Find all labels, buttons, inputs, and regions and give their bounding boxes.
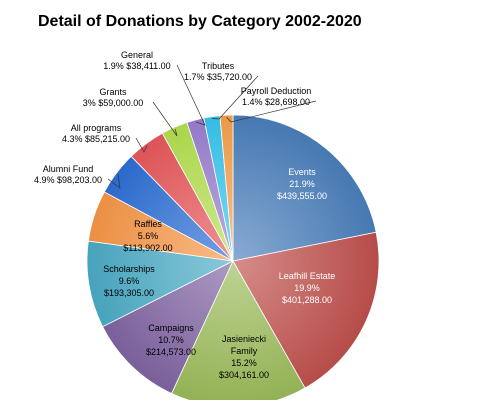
pie-slice-jasieniecki-family [171,260,306,405]
data-label-leafhill-estate-value: $401,288.00 [282,295,332,305]
pie-slice-scholarships [86,240,235,328]
data-label-payroll-deduction-name: Payroll Deduction [241,86,312,96]
data-label-grants-percent-value: 3% $59,000.00 [83,98,144,108]
leader-line-tributes [212,75,259,120]
chart-title: Detail of Donations by Category 2002-202… [38,13,362,30]
data-label-scholarships-value: $193,305.00 [104,288,154,298]
leader-lines [107,64,317,189]
leader-line-general [176,64,206,126]
data-label-alumni-fund-name: Alumni Fund [43,164,94,174]
pie-slices [86,114,380,405]
data-label-scholarships-percent: 9.6% [119,276,140,286]
data-label-campaigns-name: Campaigns [148,323,194,333]
data-label-tributes-percent-value: 1.7% $35,720.00 [184,72,252,82]
data-label-tributes-name: Tributes [202,61,235,71]
data-label-alumni-fund-percent-value: 4.9% $98,203.00 [34,175,102,185]
pie-slice-campaigns [102,260,234,394]
data-label-events-name: Events [288,167,316,177]
data-label-all-programs-percent-value: 4.3% $85,215.00 [62,134,130,144]
leader-line-payroll-deduction [226,100,317,123]
pie-slice-leafhill-estate [232,231,380,389]
leader-line-grants [152,101,178,137]
data-label-leafhill-estate-name: Leafhill Estate [279,271,336,281]
leader-line-alumni-fund [107,174,121,189]
data-label-scholarships-name: Scholarships [103,264,155,274]
leader-line-all-programs [135,137,148,153]
data-label-grants-name: Grants [99,87,127,97]
data-label-events-value: $439,555.00 [277,191,327,201]
data-label-general-name: General [121,50,153,60]
data-label-jasieniecki-family-value: $304,161.00 [219,370,269,380]
data-label-raffles-value: $113,902.00 [123,243,172,253]
data-label-raffles-percent: 5.6% [138,231,159,241]
data-labels: Events 21.9% $439,555.00 Leafhill Estate 19.… [34,50,335,380]
data-label-jasieniecki-family-name-1: Jasieniecki [222,334,266,344]
data-label-all-programs-name: All programs [71,123,122,133]
data-label-campaigns-value: $214,573.00 [146,347,196,357]
data-label-campaigns-percent: 10.7% [158,335,184,345]
pie-slice-payroll-deduction [219,114,234,262]
data-label-events-percent: 21.9% [289,179,315,189]
data-label-jasieniecki-family-name-2: Family [231,346,258,356]
data-label-payroll-deduction-percent-value: 1.4% $28,698.00 [242,97,310,107]
data-label-leafhill-estate-percent: 19.9% [294,283,320,293]
data-label-raffles-name: Raffles [134,219,162,229]
data-label-general-percent-value: 1.9% $38,411.00 [103,61,170,71]
data-label-jasieniecki-family-percent: 15.2% [231,358,257,368]
